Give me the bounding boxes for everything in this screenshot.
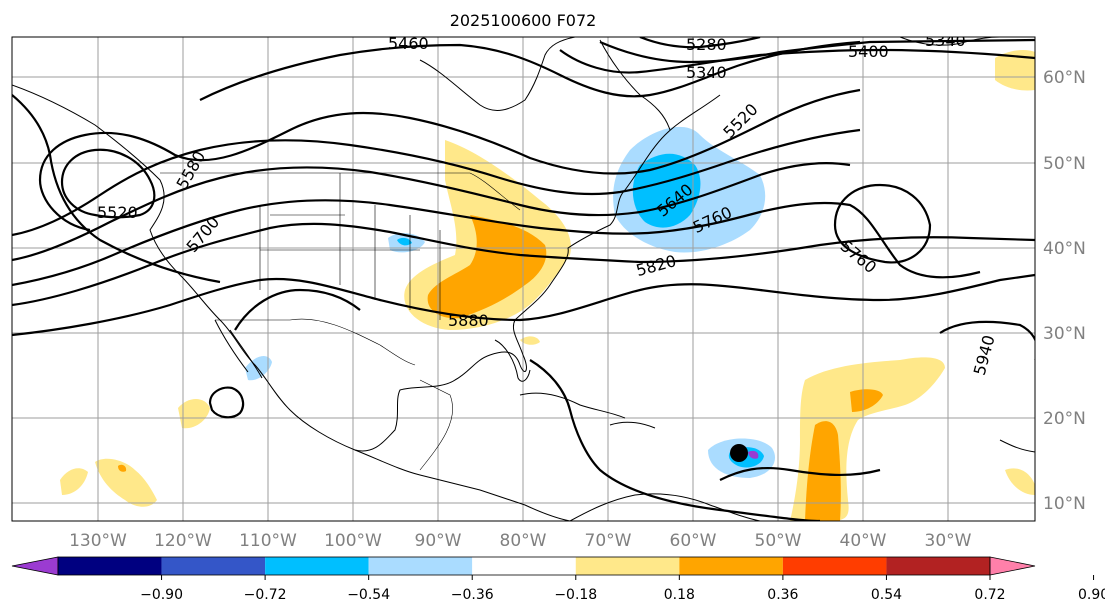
lon-label: 30°W <box>925 531 972 551</box>
contour-5340 <box>599 38 1035 64</box>
colorbar-segment <box>11 556 59 576</box>
colorbar-tick-label: −0.72 <box>244 587 287 603</box>
colorbar-tick-label: 0.18 <box>664 587 695 603</box>
colorbar-frame <box>57 556 991 576</box>
lon-label: 120°W <box>154 531 212 551</box>
height-contours <box>12 37 1035 521</box>
lon-label: 40°W <box>840 531 887 551</box>
colorbar-tick-label: 0.36 <box>767 587 798 603</box>
contour-5580 <box>38 88 861 232</box>
contour-label: 5400 <box>848 42 889 61</box>
contour-5760 <box>12 199 981 287</box>
lon-label: 130°W <box>69 531 127 551</box>
lon-label: 100°W <box>324 531 382 551</box>
colorbar-segment <box>161 557 266 575</box>
map-frame <box>11 36 1036 522</box>
coastlines <box>12 37 1035 521</box>
colorbar-segment <box>575 557 680 575</box>
lon-label: 110°W <box>239 531 297 551</box>
contour-atlantic-ridge <box>719 466 881 481</box>
coast-central-america <box>354 449 571 521</box>
coast-baja <box>214 319 263 379</box>
colorbar-tick-label: −0.18 <box>554 587 597 603</box>
anomaly-eastern-us-light2 <box>449 165 505 216</box>
lat-label: 60°N <box>1043 68 1086 88</box>
gridlines <box>12 37 1035 521</box>
contour-label: 5520 <box>97 203 138 222</box>
contour-tropical-5880 <box>529 359 821 521</box>
colorbar-segment <box>368 557 473 575</box>
contour-label: 5340 <box>686 63 727 82</box>
colorbar-tick-label: −0.90 <box>140 587 183 603</box>
contour-5280 <box>639 37 761 49</box>
coast-west-africa <box>999 439 1035 453</box>
colorbar-segment <box>989 556 1036 576</box>
anomaly-pacific-light2 <box>60 468 88 495</box>
anomaly-pacific-light1 <box>95 458 157 507</box>
colorbar-tick-label: 0.90 <box>1078 587 1105 603</box>
anomaly-pacific-light3 <box>178 399 210 429</box>
coast-hispaniola <box>609 421 656 429</box>
colorbar-tick-label: 0.54 <box>871 587 902 603</box>
colorbar-segment <box>679 557 783 575</box>
anomaly-east-atlantic-light2 <box>1005 468 1035 495</box>
lon-label: 90°W <box>415 531 462 551</box>
colorbar-tick-label: 0.72 <box>974 587 1005 603</box>
longitude-axis-labels: 130°W 120°W 110°W 100°W 90°W 80°W 70°W 6… <box>69 531 972 551</box>
coast-florida <box>494 339 531 382</box>
colorbar-segment <box>886 557 990 575</box>
lat-label: 50°N <box>1043 154 1086 174</box>
contour-5880-north-loop <box>234 288 361 331</box>
contour-outer-pacific <box>12 94 221 284</box>
anomaly-tropical-purple <box>748 450 759 459</box>
coast-north-america <box>12 84 721 452</box>
anomaly-gulf-light <box>520 336 540 345</box>
lon-label: 60°W <box>670 531 717 551</box>
anomaly-east-atlantic-orange2 <box>850 389 883 412</box>
contour-small-loop <box>208 386 245 419</box>
latitude-axis-labels: 60°N 50°N 40°N 30°N 20°N 10°N <box>1043 68 1086 514</box>
colorbar-tick-label: −0.54 <box>347 587 390 603</box>
lon-label: 80°W <box>500 531 547 551</box>
colorbar-segment <box>782 557 887 575</box>
figure-title: 2025100600 F072 <box>450 11 597 30</box>
coast-south-america <box>569 493 761 521</box>
colorbar-segment <box>58 557 162 575</box>
contour-5700 <box>12 161 851 262</box>
lon-label: 70°W <box>585 531 632 551</box>
anomaly-central-us-blue2 <box>397 237 412 246</box>
coast-hudson-bay <box>419 37 576 111</box>
contour-5880-south <box>12 273 1035 337</box>
contour-label: 5460 <box>388 34 429 53</box>
lat-label: 30°N <box>1043 324 1086 344</box>
contour-label: 5340 <box>925 31 966 50</box>
storm-center-marker <box>730 444 748 462</box>
contour-5940 <box>939 320 1035 360</box>
anomaly-northeast-light <box>995 50 1035 91</box>
contour-label: 5880 <box>448 311 489 330</box>
anomaly-pacific-orange <box>118 464 127 472</box>
contour-5760-loop <box>833 183 932 264</box>
contour-5460 <box>199 40 861 101</box>
coast-labrador <box>599 39 671 131</box>
contour-5520 <box>60 148 156 219</box>
colorbar <box>11 556 1036 576</box>
contour-5640 <box>12 128 861 237</box>
anomaly-east-atlantic-orange <box>805 421 841 521</box>
lat-label: 10°N <box>1043 494 1086 514</box>
political-borders <box>160 172 521 471</box>
coast-cuba <box>519 392 626 419</box>
lat-label: 20°N <box>1043 409 1086 429</box>
anomaly-eastern-us-orange <box>427 215 547 319</box>
contour-5820 <box>12 222 1035 307</box>
lat-label: 40°N <box>1043 239 1086 259</box>
contour-label: 5280 <box>686 35 727 54</box>
colorbar-segment <box>265 557 369 575</box>
map-panel: 5460 5280 5340 5400 5340 5580 5520 5700 … <box>11 31 1036 522</box>
colorbar-segment <box>472 557 576 575</box>
colorbar-tick-label: −0.36 <box>451 587 494 603</box>
lon-label: 50°W <box>755 531 802 551</box>
